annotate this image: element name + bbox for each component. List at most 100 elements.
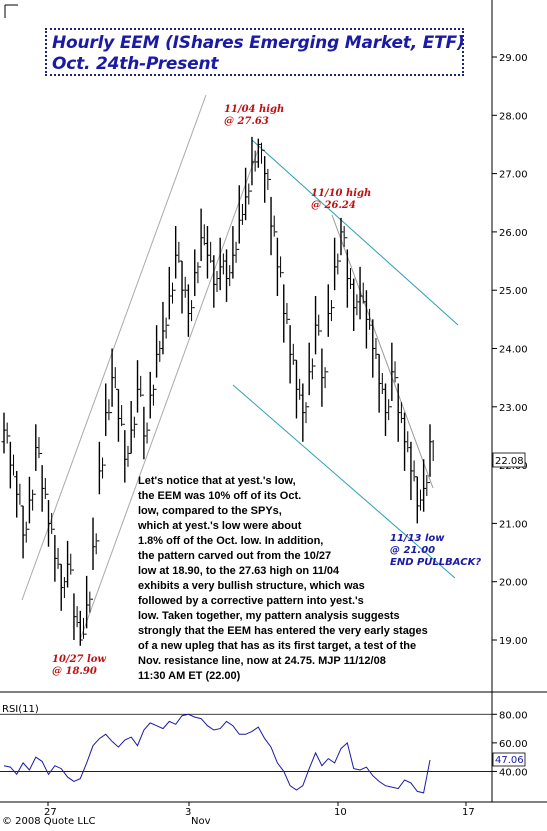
annotation-1027-low: 10/27 low @ 18.90 xyxy=(52,654,106,678)
rsi-label: RSI(11) xyxy=(2,704,39,715)
ohlc-bar xyxy=(408,441,415,501)
rsi-tick-label: 60.00 xyxy=(499,739,528,750)
ohlc-bar xyxy=(319,330,326,407)
comment-line: low, compared to the SPYs, xyxy=(138,505,282,517)
ohlc-bar xyxy=(414,476,421,524)
ohlc-bar xyxy=(58,563,65,611)
last-price-box xyxy=(492,452,526,468)
price-tick-label: 26.00 xyxy=(499,228,528,239)
analysis-comment: Let's notice that at yest.'s low, the EEM… xyxy=(138,474,498,684)
comment-line: 11:30 AM ET (22.00) xyxy=(138,670,241,682)
ohlc-bar xyxy=(46,493,53,547)
ohlc-bar xyxy=(243,167,250,221)
copyright: © 2008 Quote LLC xyxy=(2,816,96,827)
annotation-1110-high-label: 11/10 high xyxy=(311,188,372,199)
ohlc-bar xyxy=(395,377,402,442)
ohlc-bar xyxy=(268,178,275,256)
ohlc-bar xyxy=(128,400,135,454)
ohlc-bar xyxy=(39,452,46,512)
ohlc-bar xyxy=(389,342,396,408)
ohlc-bar xyxy=(135,360,142,425)
ohlc-bar xyxy=(274,231,282,297)
ohlc-bar xyxy=(185,284,193,337)
ohlc-bar xyxy=(71,569,78,640)
ohlc-bar xyxy=(147,371,154,431)
ohlc-bar xyxy=(338,217,345,262)
ohlc-bar xyxy=(351,278,358,332)
ohlc-bar xyxy=(166,266,173,326)
rsi-tick-label: 80.00 xyxy=(499,710,528,721)
ohlc-bar xyxy=(357,266,364,320)
nov-resistance-line xyxy=(251,139,459,326)
ohlc-bar xyxy=(141,394,148,460)
comment-line: the EEM was 10% off of its Oct. xyxy=(138,490,302,502)
annotation-1104-high-value: @ 27.63 xyxy=(224,116,269,127)
x-tick-label: 27 xyxy=(44,807,57,818)
x-tick-label: 10 xyxy=(334,807,347,818)
price-panel xyxy=(0,0,492,692)
ohlc-bar xyxy=(103,383,110,466)
ohlc-bar xyxy=(20,505,27,559)
ohlc-bar xyxy=(427,424,434,484)
ohlc-bar xyxy=(109,348,116,414)
ohlc-bar xyxy=(90,517,97,600)
ohlc-bar xyxy=(204,226,212,279)
ohlc-bar xyxy=(198,208,205,268)
chart-title-line-1: Hourly EEM (IShares Emerging Market, ETF… xyxy=(52,33,465,53)
ohlc-bar xyxy=(262,149,269,203)
price-tick-label: 28.00 xyxy=(499,111,528,122)
annotation-1113-low-value: @ 21.00 xyxy=(390,545,436,556)
ohlc-bar xyxy=(382,383,390,436)
ohlc-bar xyxy=(1,412,8,454)
annotation-1110-high-value: @ 26.24 xyxy=(311,200,356,211)
comment-line: the pattern carved out from the 10/27 xyxy=(138,550,332,562)
annotation-1113-low-label: 11/13 low xyxy=(390,533,445,544)
annotation-1027-low-value: @ 18.90 xyxy=(52,666,97,677)
comment-line: low. Taken together, my pattern analysis… xyxy=(138,610,400,622)
lower-pullback-channel xyxy=(232,384,456,579)
ohlc-bar xyxy=(236,185,243,250)
ohlc-bar xyxy=(230,226,237,279)
last-price-label: 22.08 xyxy=(495,456,524,467)
ohlc-bar xyxy=(26,476,34,530)
price-tick-label: 24.00 xyxy=(499,345,528,356)
ohlc-bar xyxy=(96,441,104,542)
upper-channel-line xyxy=(21,94,207,601)
ohlc-bar xyxy=(313,296,320,367)
price-tick-label: 27.00 xyxy=(499,170,528,181)
rsi-line xyxy=(3,713,431,794)
x-axis: 27 3 10 17 xyxy=(44,802,475,818)
annotation-1113-low-note: END PULLBACK? xyxy=(390,557,482,568)
ohlc-bar xyxy=(376,353,383,413)
comment-line: low at 18.90, to the 27.63 high on 11/04 xyxy=(138,565,340,577)
ohlc-bar xyxy=(249,136,256,192)
ohlc-bar xyxy=(192,249,199,309)
comment-line: exhibits a very bullish structure, which… xyxy=(138,580,365,592)
ohlc-bar xyxy=(179,260,186,314)
comment-line: strongly that the EEM has entered the ve… xyxy=(138,625,428,637)
chart-title-box: Hourly EEM (IShares Emerging Market, ETF… xyxy=(45,28,465,76)
x-tick-label: 3 xyxy=(185,807,191,818)
ohlc-bar xyxy=(300,383,307,442)
ohlc-bar xyxy=(325,284,332,373)
ohlc-bar xyxy=(332,237,339,309)
price-tick-label: 25.00 xyxy=(499,286,528,297)
chart-title-line-2: Oct. 24th-Present xyxy=(52,54,219,74)
annotation-1110-high: 11/10 high @ 26.24 xyxy=(311,188,371,212)
ohlc-bar xyxy=(306,342,313,408)
pullback-trend-line xyxy=(331,214,434,489)
ohlc-bar xyxy=(293,359,301,419)
ohlc-bar xyxy=(344,237,352,308)
comment-line: Let's notice that at yest.'s low, xyxy=(138,475,296,487)
ohlc-bar xyxy=(287,318,294,384)
annotation-1113-low: 11/13 low @ 21.00 END PULLBACK? xyxy=(390,533,481,569)
price-tick-label: 20.00 xyxy=(499,578,528,589)
ohlc-bar xyxy=(211,255,218,308)
price-tick-label: 23.00 xyxy=(499,403,528,414)
ohlc-bar xyxy=(402,412,409,471)
ohlc-bar xyxy=(14,470,21,518)
ohlc-bar xyxy=(52,528,59,582)
ohlc-bar xyxy=(122,423,129,483)
comment-line: which at yest.'s low were about xyxy=(138,520,302,532)
